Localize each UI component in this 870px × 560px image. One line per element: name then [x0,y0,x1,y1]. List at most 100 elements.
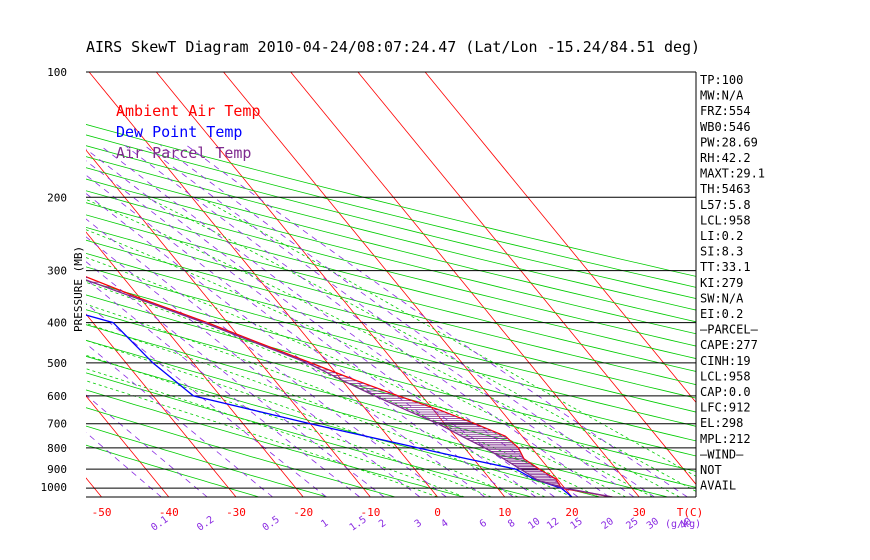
dry-adiabat-line [86,167,696,323]
mixing-ratio-tick-label: 10 [526,516,542,532]
pressure-tick-label: 1000 [41,481,68,494]
index-item: LFC:912 [700,401,751,415]
dry-adiabat-line [86,178,696,335]
moist-adiabat-line [86,198,680,497]
legend-entry: Air Parcel Temp [116,144,251,162]
pressure-tick-label: 300 [47,265,67,278]
dry-adiabat-line [86,339,668,497]
moist-adiabat-line [86,229,653,497]
dry-adiabat-line [86,372,532,497]
index-item: KI:279 [700,276,743,290]
legend-entry: Dew Point Temp [116,123,242,141]
mixing-ratio-tick-label: 1 [319,518,330,530]
dry-adiabat-line [86,324,696,488]
index-item: CAP:0.0 [700,385,751,399]
mixing-ratio-unit-label: (g/kg) [665,519,701,530]
dry-adiabat-line [86,294,696,457]
temp-unit-label: T(C) [677,506,704,519]
mixing-ratio-tick-label: 0.2 [195,514,216,533]
isotherm-line [357,72,696,485]
mixing-ratio-line [186,144,688,497]
dry-adiabat-line [86,444,260,497]
dry-adiabat-line [86,124,696,277]
index-item: WB0:546 [700,120,751,134]
dry-adiabat-line [86,239,696,399]
index-item: CAPE:277 [700,338,758,352]
moist-adiabat-line [86,339,519,497]
index-item: CINH:19 [700,354,751,368]
mixing-ratio-tick-label: 4 [439,518,450,530]
isotherm-line [86,395,170,497]
mixing-ratio-tick-label: 8 [506,518,517,530]
pressure-tick-label: 600 [47,390,67,403]
mixing-ratio-tick-label: 3 [413,518,424,530]
index-item: NOT [700,463,722,477]
bottom-temp-tick-label: 20 [565,506,578,519]
index-item: PW:28.69 [700,135,758,149]
isotherm-line [88,72,438,497]
series-line [86,276,613,497]
index-item: L57:5.8 [700,198,751,212]
isotherm-line [424,72,696,403]
bottom-temp-tick-label: -20 [293,506,313,519]
moist-adiabat-line [86,368,465,497]
legend: Ambient Air Temp Dew Point Temp Air Parcel… [116,102,261,162]
index-item: MW:N/A [700,89,744,103]
isotherm-line [86,313,237,497]
index-item: LI:0.2 [700,229,743,243]
isotherm-line [155,72,506,497]
mixing-ratio-line [86,192,486,497]
mixing-ratio-line [144,144,635,497]
series-line [86,279,613,497]
chart-title: AIRS SkewT Diagram 2010-04-24/08:07:24.4… [86,38,700,56]
pressure-tick-label: 700 [47,418,67,431]
bottom-temp-tick-label: -10 [360,506,380,519]
dry-adiabat-line [86,134,696,288]
pressure-tick-label: 100 [47,66,67,79]
index-item: —PARCEL— [700,323,759,337]
dry-adiabat-line [86,190,696,347]
dry-adiabat-line [86,252,696,413]
bottom-temp-tick-label: 0 [434,506,441,519]
dry-adiabat-line [86,202,696,359]
index-item: EI:0.2 [700,307,743,321]
series-line [86,314,573,497]
mixing-ratio-tick-label: 0.5 [261,514,282,533]
index-item: LCL:958 [700,213,751,227]
index-item: FRZ:554 [700,104,751,118]
mixing-ratio-tick-label: 12 [545,516,561,532]
legend-entry: Ambient Air Temp [116,102,261,120]
dry-adiabat-line [86,389,464,497]
index-item: SW:N/A [700,291,744,305]
index-item: MPL:212 [700,432,751,446]
mixing-ratio-tick-label: 6 [478,518,489,530]
isotherm-line [290,72,640,497]
index-item: EL:298 [700,416,743,430]
dry-adiabat-line [86,425,328,497]
mixing-ratio-tick-label: 30 [645,516,661,532]
isotherm-line [86,477,102,497]
index-item: TT:33.1 [700,260,751,274]
bottom-temp-tick-label: -30 [226,506,246,519]
pressure-tick-label: 400 [47,317,67,330]
series-layer [86,276,613,497]
index-item: TP:100 [700,73,743,87]
dry-adiabat-line [86,226,696,386]
index-item: SI:8.3 [700,245,743,259]
isotherm-line [223,72,573,497]
moist-adiabat-line [86,323,546,497]
pressure-tick-label: 200 [47,191,67,204]
index-item: LCL:958 [700,369,751,383]
index-item: MAXT:29.1 [700,167,765,181]
index-item: —WIND— [700,447,744,461]
moist-adiabat-line [199,196,696,477]
pressure-tick-label: 900 [47,463,67,476]
dry-adiabat-line [86,156,696,311]
moist-adiabat-line [86,303,573,497]
dry-adiabat-line [86,214,696,372]
moist-adiabat-line [146,196,696,492]
dry-adiabat-line [86,355,600,497]
moist-adiabat-line [86,380,438,497]
